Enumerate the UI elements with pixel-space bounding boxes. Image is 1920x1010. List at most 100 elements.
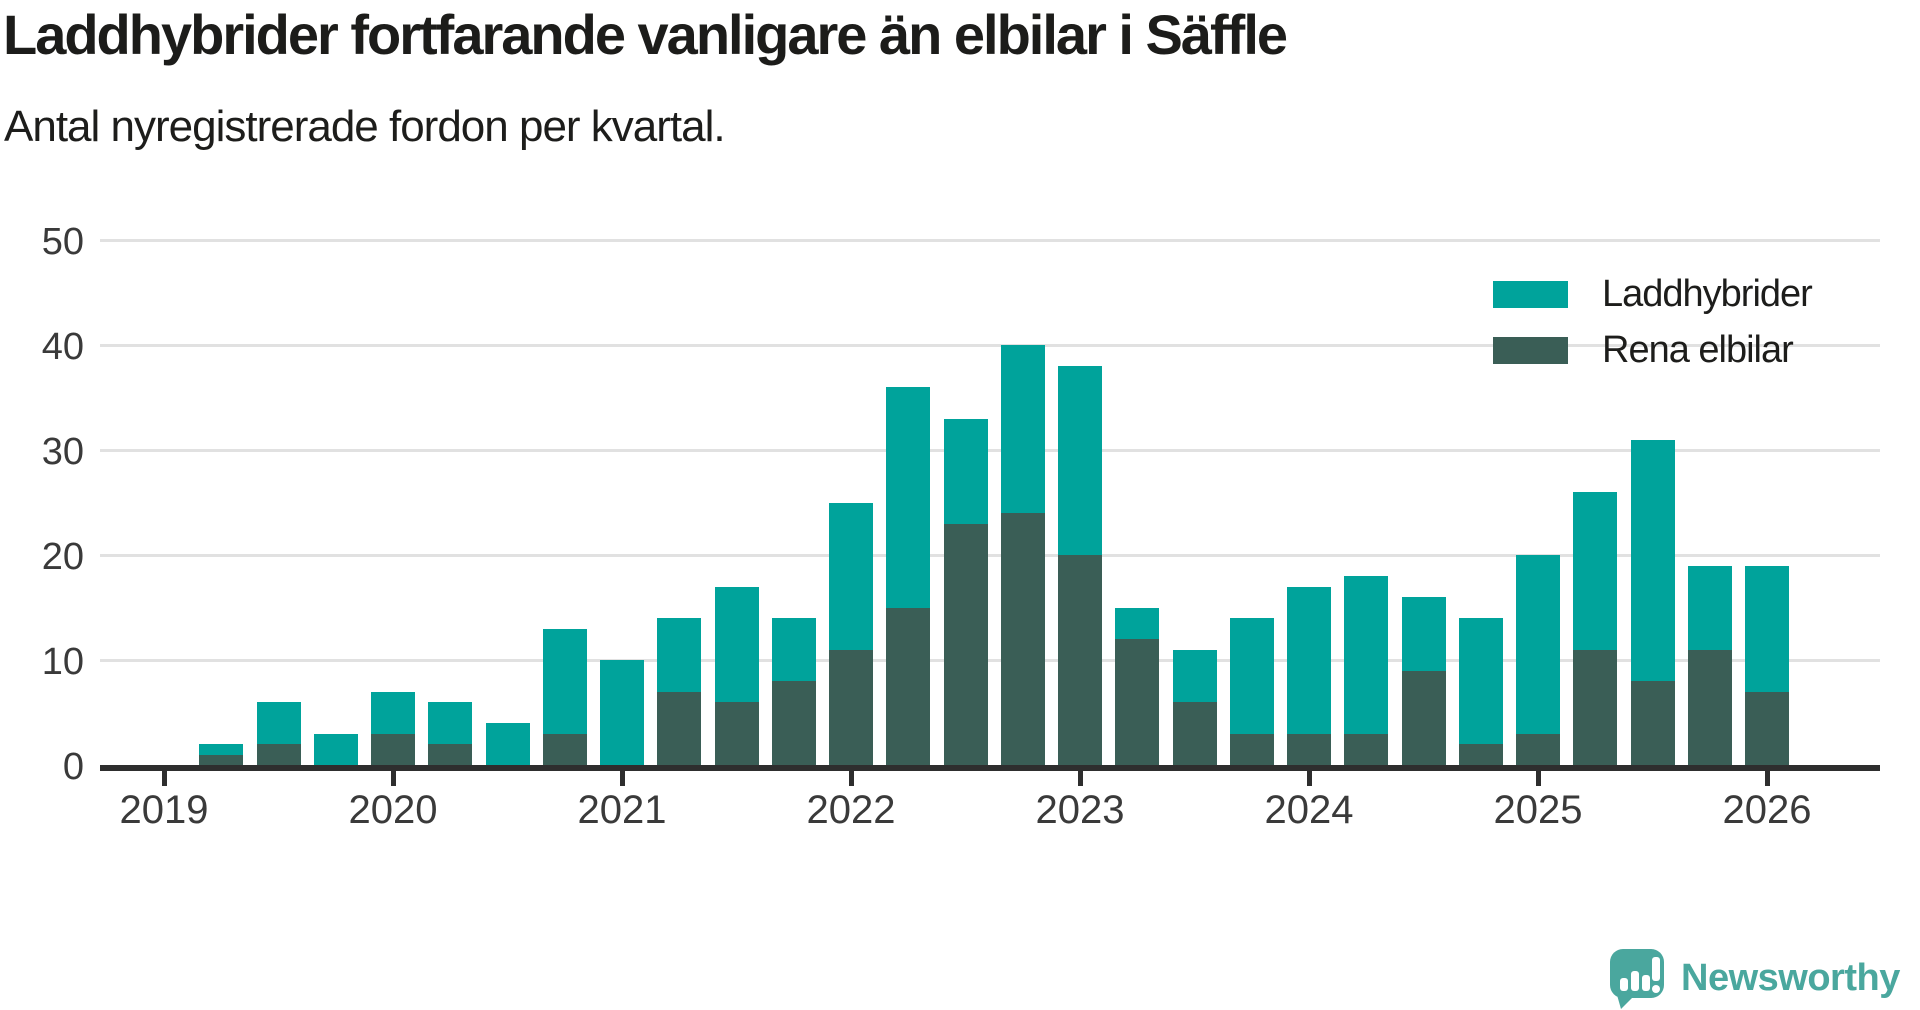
bar-segment-laddhybrider xyxy=(1344,576,1389,734)
bar-segment-laddhybrider xyxy=(542,628,587,734)
newsworthy-logo: Newsworthy xyxy=(1610,947,1900,1009)
bar-group-2024-Q2 xyxy=(1344,576,1389,765)
legend-label-laddhybrider: Laddhybrider xyxy=(1602,273,1813,315)
bar-segment-rena-elbilar xyxy=(1229,733,1274,765)
x-axis-tick-2019 xyxy=(161,771,167,786)
bar-segment-rena-elbilar xyxy=(199,754,244,765)
x-axis-label-2019: 2019 xyxy=(119,788,209,832)
x-axis-label-2025: 2025 xyxy=(1493,788,1583,832)
legend-item-laddhybrider: Laddhybrider xyxy=(1493,273,1813,315)
bar-group-2020-Q2 xyxy=(428,702,473,765)
bar-group-2021-Q4 xyxy=(771,618,816,765)
bar-segment-rena-elbilar xyxy=(1058,555,1102,765)
x-axis-tick-2025 xyxy=(1535,771,1541,786)
bar-segment-laddhybrider xyxy=(943,418,988,524)
bar-segment-laddhybrider xyxy=(1115,607,1160,639)
bar-segment-rena-elbilar xyxy=(1630,681,1675,765)
x-axis-label-2023: 2023 xyxy=(1035,788,1125,832)
bar-group-2025-Q4 xyxy=(1687,565,1732,765)
bar-group-2021-Q1 xyxy=(600,660,644,765)
y-axis-label-40: 40 xyxy=(41,326,84,368)
x-axis-line xyxy=(100,765,1880,771)
legend-swatch-rena-elbilar xyxy=(1493,337,1568,364)
bar-segment-laddhybrider xyxy=(1687,565,1732,650)
bar-group-2024-Q4 xyxy=(1458,618,1503,765)
y-axis-label-30: 30 xyxy=(41,431,84,473)
bar-segment-laddhybrider xyxy=(1458,618,1503,744)
gridline-40 xyxy=(100,344,1880,347)
bar-segment-rena-elbilar xyxy=(542,733,587,765)
legend-item-rena-elbilar: Rena elbilar xyxy=(1493,329,1812,371)
bar-group-2019-Q2 xyxy=(199,744,244,765)
bar-segment-rena-elbilar xyxy=(1115,639,1160,765)
bar-segment-rena-elbilar xyxy=(1000,513,1045,765)
bar-segment-rena-elbilar xyxy=(1401,670,1446,765)
bar-segment-laddhybrider xyxy=(829,502,873,650)
bar-segment-laddhybrider xyxy=(714,586,759,702)
x-axis-tick-2021 xyxy=(619,771,625,786)
legend: Laddhybrider Rena elbilar xyxy=(1493,273,1813,393)
bar-segment-rena-elbilar xyxy=(1745,691,1789,765)
legend-swatch-laddhybrider xyxy=(1493,281,1568,308)
bar-group-2019-Q4 xyxy=(313,733,358,765)
bar-segment-laddhybrider xyxy=(886,387,931,608)
gridline-10 xyxy=(100,659,1880,662)
bar-segment-rena-elbilar xyxy=(1687,649,1732,765)
bar-segment-rena-elbilar xyxy=(886,607,931,765)
y-axis-label-10: 10 xyxy=(41,641,84,683)
bar-group-2024-Q3 xyxy=(1401,597,1446,765)
bar-segment-rena-elbilar xyxy=(714,702,759,765)
bar-segment-laddhybrider xyxy=(1573,492,1618,650)
y-axis-label-0: 0 xyxy=(62,746,84,788)
y-axis-label-50: 50 xyxy=(41,221,84,263)
bar-group-2025-Q3 xyxy=(1630,439,1675,765)
bar-segment-laddhybrider xyxy=(199,744,244,755)
bar-group-2023-Q3 xyxy=(1172,649,1217,765)
bar-segment-laddhybrider xyxy=(1172,649,1217,702)
gridline-50 xyxy=(100,239,1880,242)
x-axis-tick-2020 xyxy=(390,771,396,786)
bar-group-2021-Q2 xyxy=(657,618,702,765)
x-axis-label-2024: 2024 xyxy=(1264,788,1354,832)
bar-segment-rena-elbilar xyxy=(428,744,473,765)
x-axis-label-2022: 2022 xyxy=(806,788,896,832)
bar-group-2019-Q3 xyxy=(256,702,301,765)
x-axis-label-2026: 2026 xyxy=(1722,788,1812,832)
bar-segment-laddhybrider xyxy=(1058,366,1102,555)
bar-segment-rena-elbilar xyxy=(829,649,873,765)
bar-segment-rena-elbilar xyxy=(943,523,988,765)
bar-segment-laddhybrider xyxy=(1630,439,1675,681)
bar-group-2023-Q4 xyxy=(1229,618,1274,765)
x-axis-tick-2022 xyxy=(848,771,854,786)
bar-group-2020-Q3 xyxy=(485,723,530,765)
bar-segment-rena-elbilar xyxy=(1172,702,1217,765)
bar-group-2022-Q3 xyxy=(943,418,988,765)
bar-group-2026-Q1 xyxy=(1745,565,1789,765)
bar-segment-laddhybrider xyxy=(313,733,358,765)
x-axis-tick-2023 xyxy=(1077,771,1083,786)
bar-segment-laddhybrider xyxy=(1229,618,1274,734)
bar-group-2025-Q2 xyxy=(1573,492,1618,765)
newsworthy-speech-bubble-icon xyxy=(1610,947,1665,1009)
bar-segment-laddhybrider xyxy=(1516,555,1560,734)
bar-segment-laddhybrider xyxy=(1287,586,1331,734)
bar-group-2020-Q4 xyxy=(542,628,587,765)
bar-group-2025-Q1 xyxy=(1516,555,1560,765)
newsworthy-wordmark: Newsworthy xyxy=(1681,957,1900,999)
x-axis-label-2020: 2020 xyxy=(348,788,438,832)
bar-segment-laddhybrider xyxy=(600,660,644,765)
bar-group-2023-Q1 xyxy=(1058,366,1102,765)
gridline-30 xyxy=(100,449,1880,452)
bar-segment-laddhybrider xyxy=(771,618,816,681)
x-axis-tick-2024 xyxy=(1306,771,1312,786)
bar-segment-rena-elbilar xyxy=(1573,649,1618,765)
bar-segment-rena-elbilar xyxy=(1287,733,1331,765)
x-axis-tick-2026 xyxy=(1764,771,1770,786)
bar-segment-laddhybrider xyxy=(1000,345,1045,513)
bar-group-2022-Q2 xyxy=(886,387,931,765)
bar-segment-laddhybrider xyxy=(256,702,301,744)
bar-group-2020-Q1 xyxy=(371,691,415,765)
bar-segment-laddhybrider xyxy=(428,702,473,744)
y-axis-label-20: 20 xyxy=(41,536,84,578)
